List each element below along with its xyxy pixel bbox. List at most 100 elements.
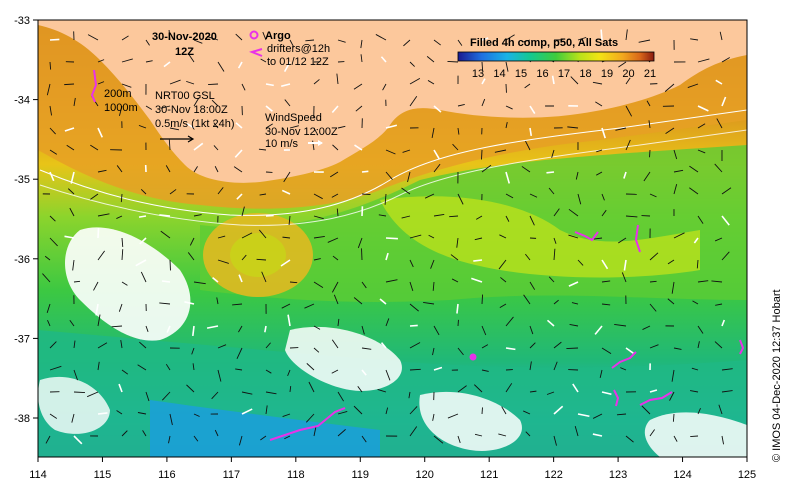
current-arrow [456, 303, 459, 314]
current-arrow [361, 281, 367, 289]
current-arrow [456, 237, 459, 248]
current-arrow [375, 34, 387, 41]
current-arrow [697, 325, 704, 334]
current-arrow [331, 339, 339, 349]
current-arrow [648, 120, 651, 129]
current-arrow [289, 39, 295, 47]
current-arrow [697, 58, 710, 63]
current-arrow [409, 234, 422, 239]
current-arrow [241, 232, 253, 239]
current-arrow [192, 363, 195, 371]
current-arrow [601, 209, 607, 217]
current-arrow [498, 259, 507, 270]
current-arrow [265, 214, 274, 217]
current-arrows [42, 29, 733, 446]
current-arrow [481, 164, 492, 173]
current-scale-arrow-head [187, 135, 195, 143]
current-arrow [529, 390, 537, 393]
x-tick-label: 116 [158, 469, 176, 481]
current-arrow [97, 127, 103, 138]
cloud-gap-south [419, 391, 522, 451]
current-arrow [625, 77, 631, 85]
current-arrow [721, 435, 725, 445]
current-arrow [457, 103, 465, 107]
current-arrow [49, 215, 56, 222]
current-arrow [691, 367, 699, 371]
current-arrow [673, 184, 678, 195]
current-arrow [553, 341, 562, 349]
current-arrow [265, 342, 271, 349]
wind-legend-line3: 10 m/s [265, 138, 299, 150]
current-arrow [505, 171, 511, 184]
y-axis: -33 -34 -35 -36 -37 -38 [14, 15, 38, 425]
current-arrow [596, 149, 603, 153]
current-arrow [289, 125, 299, 129]
current-arrow [625, 139, 631, 151]
current-arrow [457, 39, 463, 46]
current-arrow [193, 142, 204, 151]
current-arrow [385, 369, 391, 381]
current-arrow [87, 34, 99, 41]
current-arrow [721, 187, 732, 195]
current-arrow [427, 80, 435, 85]
current-arrow [407, 171, 411, 183]
current-arrow [361, 193, 371, 195]
current-arrow [332, 144, 339, 151]
current-arrow [193, 214, 202, 217]
x-tick-label: 119 [351, 469, 369, 481]
current-arrow [481, 344, 489, 349]
current-arrow [616, 413, 627, 416]
current-arrow [409, 426, 418, 437]
current-arrow [618, 61, 627, 68]
current-arrow [46, 303, 51, 313]
current-arrow [380, 342, 387, 349]
current-arrow [599, 369, 603, 378]
current-arrow [145, 39, 150, 46]
current-arrow [529, 325, 534, 335]
current-arrow [331, 105, 339, 114]
current-arrow [553, 435, 557, 446]
colorbar-tick-label: 14 [493, 68, 505, 80]
current-arrow [671, 281, 675, 294]
current-arrow [97, 227, 100, 239]
current-arrow [49, 341, 57, 349]
current-arrow [643, 171, 651, 182]
current-arrow [692, 300, 699, 305]
current-arrow [433, 325, 440, 336]
current-arrow [600, 29, 603, 41]
current-arrow [615, 127, 627, 131]
current-arrow [649, 303, 657, 312]
current-arrow [594, 325, 603, 335]
current-arrow [690, 435, 699, 438]
current-arrow [212, 277, 219, 283]
y-tick-label: -37 [14, 333, 30, 345]
colorbar-tick-label: 21 [644, 68, 656, 80]
current-arrow [430, 259, 435, 269]
current-arrow [327, 237, 339, 243]
current-arrow [481, 61, 484, 71]
wind-legend-line1: WindSpeed [265, 112, 322, 124]
argo-float [469, 353, 477, 361]
current-arrow [159, 214, 171, 217]
current-arrow [625, 29, 628, 41]
current-arrow [73, 97, 76, 107]
current-arrow [193, 166, 198, 173]
current-arrow [169, 413, 173, 426]
current-arrow [409, 96, 418, 107]
current-arrow [331, 193, 339, 198]
current-arrow [553, 248, 556, 261]
current-arrow [385, 318, 390, 327]
current-arrow [265, 83, 274, 87]
current-arrow [145, 325, 149, 332]
drifter-legend-icon [248, 48, 263, 57]
current-arrow [505, 347, 516, 351]
current-arrow [568, 234, 579, 239]
current-arrow [206, 325, 219, 329]
current-arrow [260, 435, 267, 441]
current-arrow [577, 36, 587, 41]
colorbar [457, 51, 655, 62]
plot-frame [37, 19, 748, 458]
current-arrow [529, 105, 536, 115]
current-arrow [409, 281, 414, 292]
current-arrow [233, 166, 243, 173]
